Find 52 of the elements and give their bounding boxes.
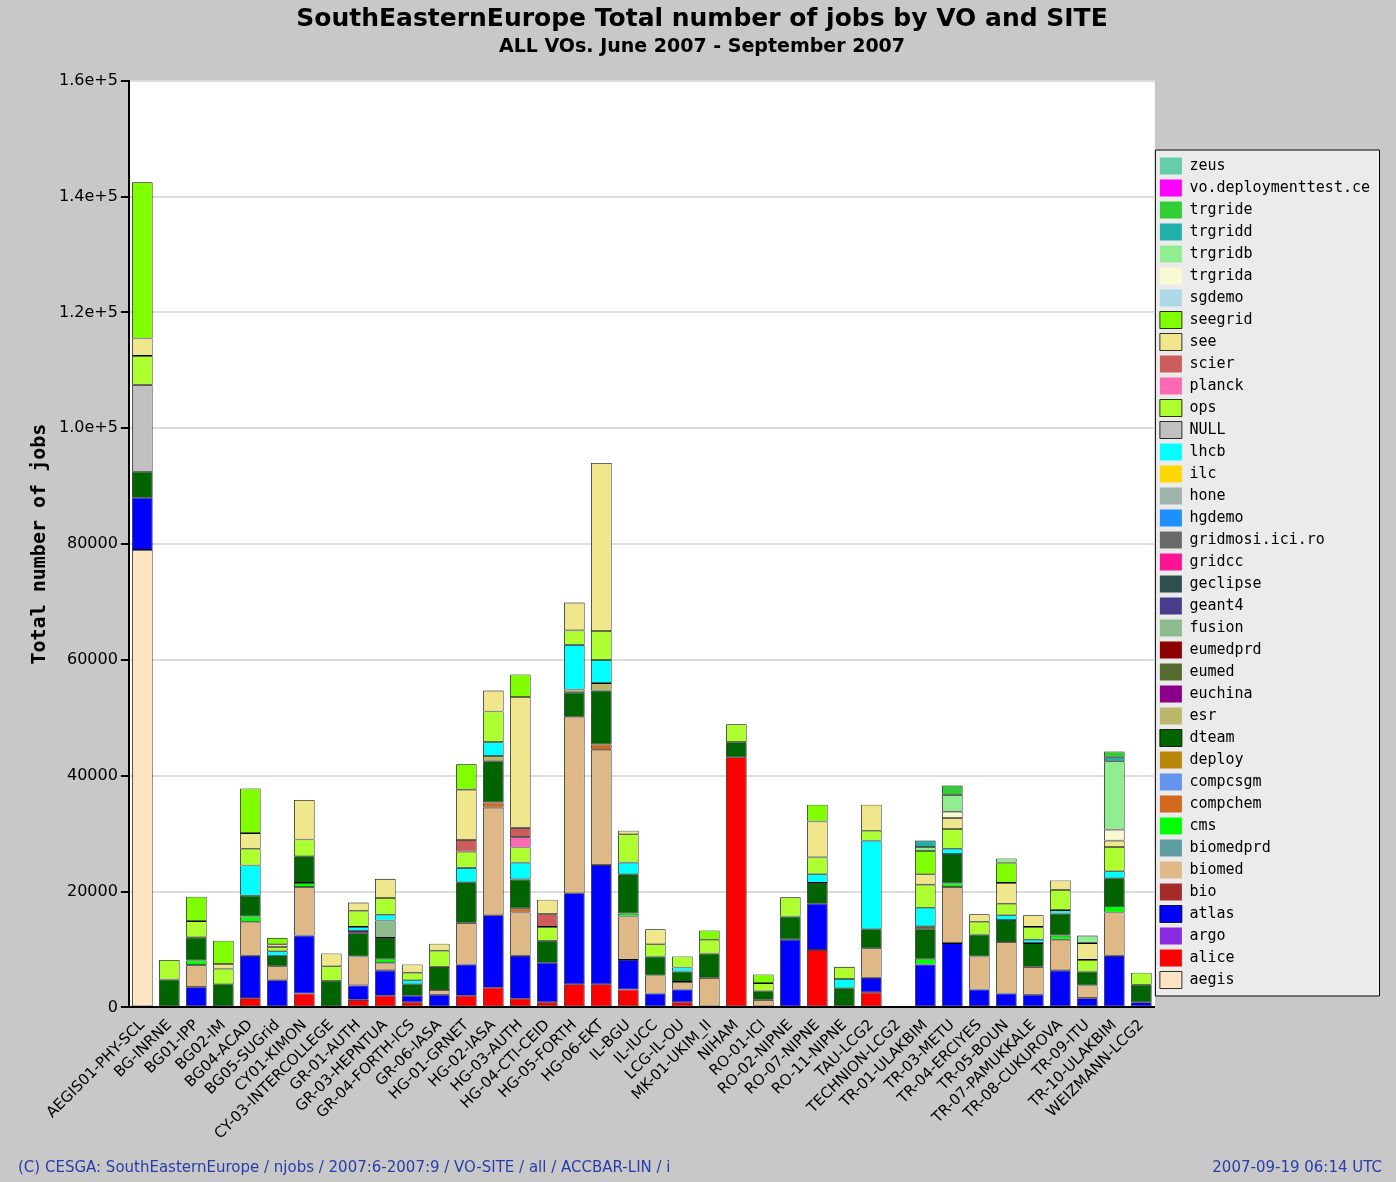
legend-label: hgdemo [1189,507,1244,526]
legend-label: euchina [1189,683,1253,702]
legend-label: aegis [1189,969,1235,988]
legend-label: ops [1189,397,1217,416]
y-tick-label: 1.6e+5 [59,69,118,89]
legend-label: esr [1189,705,1217,724]
legend-label: seegrid [1189,309,1253,328]
legend-label: compchem [1189,793,1262,812]
legend-label: zeus [1189,155,1226,174]
legend-label: trgrida [1189,265,1253,284]
legend-label: argo [1189,925,1226,944]
legend-label: bio [1189,881,1217,900]
legend-label: see [1189,331,1217,350]
y-tick-label: 1.2e+5 [59,301,118,321]
y-tick-label: 0 [107,996,118,1016]
legend-label: biomedprd [1189,837,1271,856]
legend-label: cms [1189,815,1217,834]
y-tick-label: 60000 [66,649,118,669]
legend-label: geant4 [1189,595,1244,614]
legend-label: deploy [1189,749,1244,768]
text: (C) CESGA: SouthEasternEurope / njobs / 2007:6-2007:9 / VO-SITE / all / ACCBAR-LIN / i [18,1158,671,1176]
legend-label: lhcb [1189,441,1226,460]
legend-label: alice [1189,947,1235,966]
legend-label: atlas [1189,903,1235,922]
legend-label: ilc [1189,463,1217,482]
text: 2007-09-19 06:14 UTC [1212,1158,1382,1176]
y-tick-label: 80000 [66,533,118,553]
legend-label: gridmosi.ici.ro [1189,529,1325,548]
legend-label: biomed [1189,859,1244,878]
y-tick-label: 40000 [66,764,118,784]
legend-label: vo.deploymenttest.ce [1189,177,1371,196]
legend-label: scier [1189,353,1235,372]
legend-label: planck [1189,375,1244,394]
legend-label: eumedprd [1189,639,1262,658]
legend-label: gridcc [1189,551,1244,570]
legend-label: sgdemo [1189,287,1244,306]
y-axis-title: Total number of jobs [26,423,51,665]
legend-label: eumed [1189,661,1235,680]
legend-label: trgride [1189,199,1253,218]
legend-label: trgridd [1189,221,1253,240]
legend-label: fusion [1189,617,1244,636]
legend-label: trgridb [1189,243,1253,262]
y-tick-label: 20000 [66,880,118,900]
chart-subtitle: ALL VOs. June 2007 - September 2007 [498,34,906,57]
y-tick-label: 1.0e+5 [59,417,118,437]
legend-label: compcsgm [1189,771,1262,790]
legend-label: NULL [1189,419,1226,438]
legend-label: geclipse [1189,573,1262,592]
chart-title: SouthEasternEurope Total number of jobs by VO and SITE [296,2,1108,32]
legend-label: hone [1189,485,1226,504]
y-tick-label: 1.4e+5 [59,185,118,205]
legend-label: dteam [1189,727,1235,746]
